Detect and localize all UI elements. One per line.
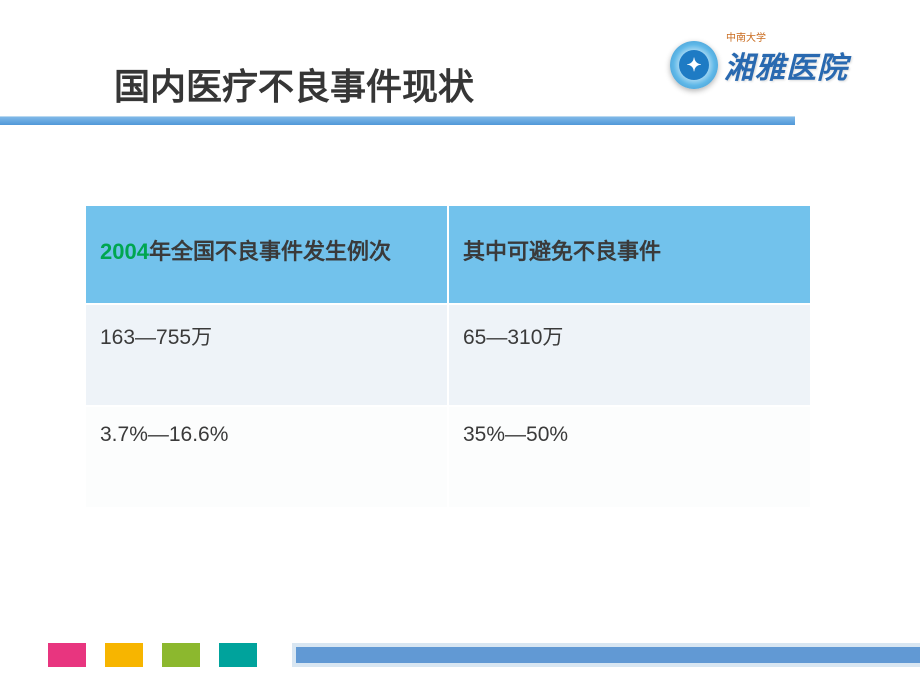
footer-color-block-4 <box>219 643 257 667</box>
cell-value: 163—755万 <box>86 305 447 351</box>
footer-blue-bar-inner <box>296 647 920 663</box>
table-cell: 3.7%—16.6% <box>86 406 448 508</box>
cell-value: 65—310万 <box>449 305 810 351</box>
table-cell: 163—755万 <box>86 304 448 406</box>
logo-badge-symbol: ✦ <box>679 50 709 80</box>
logo-area: ✦ 中南大学 湘雅医院 <box>670 30 900 100</box>
logo-hospital-text: 湘雅医院 <box>724 43 848 87</box>
title-underline <box>0 116 795 125</box>
table-row: 3.7%—16.6% 35%—50% <box>86 406 810 508</box>
header-col1-rest: 年全国不良事件发生例次 <box>149 239 391 264</box>
cell-value: 3.7%—16.6% <box>86 407 447 447</box>
logo-text-wrap: 中南大学 湘雅医院 <box>724 43 848 87</box>
header-year: 2004 <box>100 239 149 264</box>
logo-university-text: 中南大学 <box>726 29 766 44</box>
footer-color-block-1 <box>48 643 86 667</box>
page-title: 国内医疗不良事件现状 <box>114 58 474 110</box>
footer-decoration <box>0 643 920 667</box>
logo-badge-icon: ✦ <box>670 41 718 89</box>
table-row: 163—755万 65—310万 <box>86 304 810 406</box>
table-cell: 35%—50% <box>448 406 810 508</box>
footer-color-block-3 <box>162 643 200 667</box>
cell-value: 35%—50% <box>449 407 810 447</box>
table-header-col2: 其中可避免不良事件 <box>448 206 810 304</box>
table-cell: 65—310万 <box>448 304 810 406</box>
header-col2-text: 其中可避免不良事件 <box>463 239 661 264</box>
table-header-col1: 2004年全国不良事件发生例次 <box>86 206 448 304</box>
adverse-events-table: 2004年全国不良事件发生例次 其中可避免不良事件 163—755万 65—31… <box>86 206 810 509</box>
footer-color-block-2 <box>105 643 143 667</box>
table-header-row: 2004年全国不良事件发生例次 其中可避免不良事件 <box>86 206 810 304</box>
